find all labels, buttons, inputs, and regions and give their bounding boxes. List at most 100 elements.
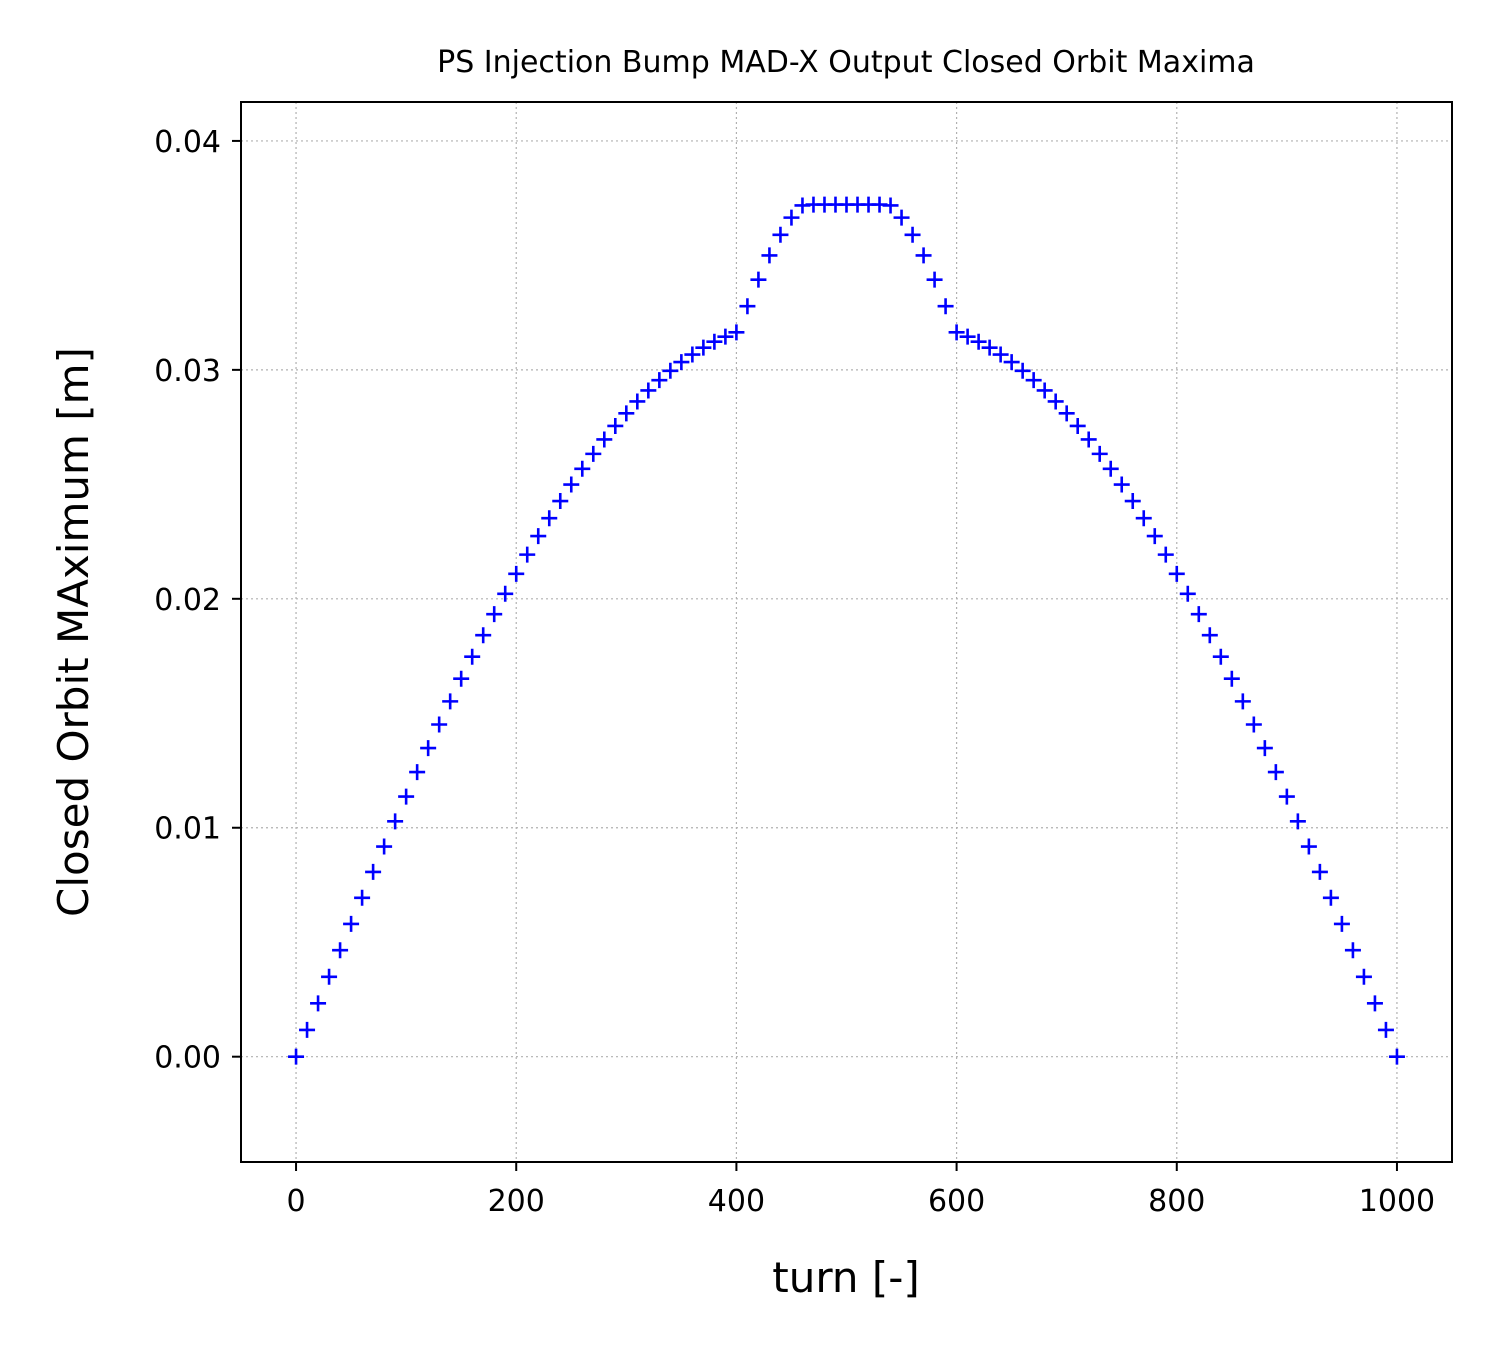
data-point bbox=[1179, 585, 1196, 602]
x-tick-label: 800 bbox=[1148, 1184, 1205, 1219]
data-point bbox=[442, 693, 459, 710]
data-point bbox=[1036, 382, 1053, 399]
data-point bbox=[1355, 968, 1372, 985]
data-point bbox=[684, 346, 701, 363]
data-point bbox=[1223, 670, 1240, 687]
data-point bbox=[1069, 417, 1086, 434]
data-point bbox=[772, 226, 789, 243]
data-point bbox=[1146, 528, 1163, 545]
data-point bbox=[409, 764, 426, 781]
data-point bbox=[1234, 693, 1251, 710]
data-point bbox=[541, 510, 558, 527]
data-point bbox=[706, 333, 723, 350]
x-axis-title: turn [-] bbox=[772, 1253, 920, 1302]
data-point bbox=[783, 209, 800, 226]
data-point bbox=[1003, 354, 1020, 371]
data-point bbox=[1278, 788, 1295, 805]
data-point bbox=[728, 324, 745, 341]
data-point bbox=[596, 431, 613, 448]
data-point bbox=[508, 565, 525, 582]
data-point bbox=[992, 346, 1009, 363]
data-point bbox=[464, 648, 481, 665]
data-point bbox=[640, 382, 657, 399]
chart-title: PS Injection Bump MAD-X Output Closed Or… bbox=[437, 45, 1255, 80]
data-point bbox=[750, 271, 767, 288]
data-point bbox=[431, 716, 448, 733]
y-axis-title: Closed Orbit MAximum [m] bbox=[49, 347, 98, 917]
data-point bbox=[1289, 813, 1306, 830]
data-point bbox=[662, 362, 679, 379]
data-point bbox=[288, 1048, 305, 1065]
data-point bbox=[453, 670, 470, 687]
data-point bbox=[1344, 942, 1361, 959]
data-point bbox=[915, 247, 932, 264]
data-point bbox=[926, 271, 943, 288]
data-point bbox=[299, 1021, 316, 1038]
data-point bbox=[739, 298, 756, 315]
data-point bbox=[486, 606, 503, 623]
data-point bbox=[365, 863, 382, 880]
x-tick-label: 400 bbox=[708, 1184, 765, 1219]
data-point bbox=[937, 298, 954, 315]
data-point bbox=[1135, 510, 1152, 527]
y-tick-label: 0.02 bbox=[154, 583, 221, 618]
data-point bbox=[1014, 362, 1031, 379]
data-point bbox=[497, 585, 514, 602]
data-point bbox=[343, 915, 360, 932]
data-point bbox=[1300, 838, 1317, 855]
x-tick-label: 1000 bbox=[1359, 1184, 1435, 1219]
data-point bbox=[1256, 740, 1273, 757]
data-point bbox=[310, 995, 327, 1012]
data-point bbox=[563, 476, 580, 493]
data-point bbox=[1025, 372, 1042, 389]
data-point bbox=[332, 942, 349, 959]
data-point bbox=[717, 328, 734, 345]
grid-lines bbox=[241, 102, 1452, 1162]
data-point bbox=[1168, 565, 1185, 582]
data-point bbox=[552, 493, 569, 510]
data-point bbox=[904, 226, 921, 243]
data-point bbox=[893, 209, 910, 226]
data-point bbox=[1322, 889, 1339, 906]
data-point bbox=[585, 445, 602, 462]
data-point bbox=[673, 354, 690, 371]
data-point bbox=[970, 333, 987, 350]
data-point bbox=[1333, 915, 1350, 932]
data-point bbox=[1113, 476, 1130, 493]
data-point bbox=[607, 417, 624, 434]
data-point bbox=[420, 740, 437, 757]
data-point bbox=[398, 788, 415, 805]
data-point bbox=[1091, 445, 1108, 462]
data-point bbox=[1080, 431, 1097, 448]
data-point bbox=[321, 968, 338, 985]
data-point bbox=[629, 393, 646, 410]
data-point bbox=[1366, 995, 1383, 1012]
data-point bbox=[981, 339, 998, 356]
data-point bbox=[651, 372, 668, 389]
data-point bbox=[1058, 405, 1075, 422]
data-point bbox=[695, 339, 712, 356]
data-point bbox=[574, 460, 591, 477]
data-points bbox=[288, 196, 1405, 1065]
x-tick-label: 0 bbox=[286, 1184, 305, 1219]
axis-ticks: 0 200 400 600 800 1000 0.00 0.01 0.02 0.03 0.04 bbox=[154, 125, 1435, 1219]
data-point bbox=[387, 813, 404, 830]
data-point bbox=[519, 546, 536, 563]
data-point bbox=[530, 528, 547, 545]
data-point bbox=[1245, 716, 1262, 733]
data-point bbox=[376, 838, 393, 855]
y-tick-label: 0.00 bbox=[154, 1041, 221, 1076]
data-point bbox=[1212, 648, 1229, 665]
plot-frame bbox=[240, 101, 1453, 1163]
data-point bbox=[1388, 1048, 1405, 1065]
y-tick-label: 0.04 bbox=[154, 125, 221, 160]
x-tick-label: 600 bbox=[928, 1184, 985, 1219]
x-tick-label: 200 bbox=[488, 1184, 545, 1219]
y-tick-label: 0.01 bbox=[154, 812, 221, 847]
data-point bbox=[959, 328, 976, 345]
data-point bbox=[1377, 1021, 1394, 1038]
data-point bbox=[618, 405, 635, 422]
data-point bbox=[1201, 627, 1218, 644]
y-tick-label: 0.03 bbox=[154, 354, 221, 389]
